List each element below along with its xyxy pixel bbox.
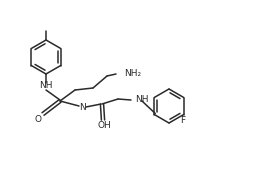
Text: NH₂: NH₂ [124,68,141,78]
Text: N: N [78,103,85,112]
Text: NH: NH [39,81,53,91]
Text: F: F [180,116,185,125]
Text: NH: NH [135,95,148,104]
Text: OH: OH [97,120,111,129]
Text: O: O [34,115,41,124]
